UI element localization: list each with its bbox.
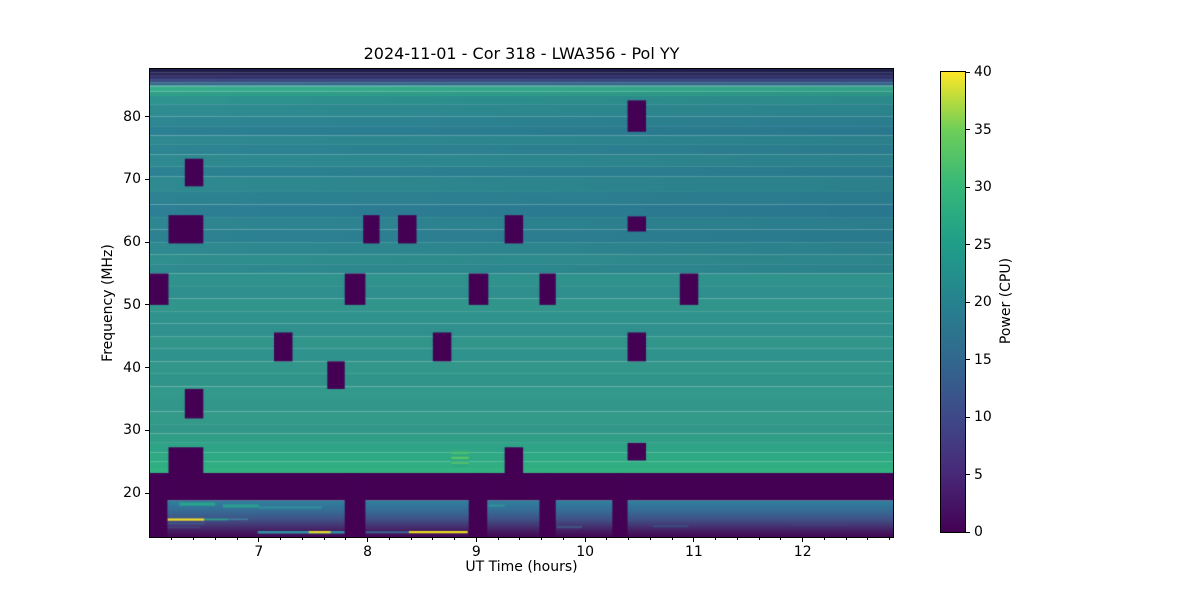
x-tick-label: 12	[793, 544, 812, 560]
colorbar-tick	[966, 301, 970, 303]
x-minor-tick	[193, 538, 194, 540]
x-minor-tick	[454, 538, 456, 540]
colorbar-tick-label: 15	[974, 351, 992, 368]
x-minor-tick	[845, 538, 847, 540]
x-minor-tick	[649, 538, 651, 540]
x-minor-tick	[736, 538, 738, 540]
x-tick-label: 8	[363, 544, 373, 560]
colorbar-tick	[966, 71, 970, 73]
y-tick	[145, 304, 149, 306]
x-minor-tick	[497, 538, 499, 540]
x-minor-tick	[823, 538, 825, 540]
y-tick-label: 30	[123, 422, 141, 439]
colorbar-tick-label: 30	[974, 179, 992, 195]
x-tick-label: 9	[471, 544, 481, 560]
x-minor-tick	[758, 538, 760, 540]
x-minor-tick	[715, 538, 717, 540]
y-tick	[145, 367, 149, 369]
x-minor-tick	[171, 538, 173, 540]
x-minor-tick	[280, 538, 282, 540]
colorbar-tick-label: 10	[974, 409, 992, 425]
colorbar-tick	[966, 244, 970, 245]
x-minor-tick	[432, 538, 434, 540]
y-tick-label: 70	[123, 171, 141, 188]
x-minor-tick	[780, 538, 782, 540]
x-minor-tick	[541, 538, 543, 540]
plot-frame	[149, 68, 894, 538]
x-minor-tick	[889, 538, 891, 540]
y-tick-label: 60	[123, 234, 141, 251]
x-minor-tick	[628, 538, 630, 540]
x-minor-tick	[388, 538, 390, 540]
colorbar-tick	[966, 531, 970, 533]
y-tick	[145, 116, 149, 118]
y-tick	[145, 178, 149, 180]
x-tick	[584, 538, 586, 542]
y-tick	[145, 429, 149, 431]
colorbar-tick-label: 5	[974, 466, 983, 483]
y-tick	[145, 492, 149, 494]
x-minor-tick	[323, 538, 325, 540]
colorbar-tick-label: 25	[974, 236, 992, 253]
y-tick-label: 40	[123, 359, 141, 376]
colorbar-tick-label: 35	[974, 121, 992, 138]
x-minor-tick	[671, 538, 673, 540]
x-tick-label: 11	[685, 544, 703, 560]
y-tick-label: 50	[123, 296, 141, 313]
x-minor-tick	[562, 538, 564, 540]
x-minor-tick	[519, 538, 521, 540]
colorbar-tick	[966, 416, 970, 418]
x-tick	[693, 538, 695, 542]
x-tick	[367, 538, 369, 542]
x-tick-label: 7	[254, 544, 264, 560]
x-minor-tick	[410, 538, 412, 540]
y-tick-label: 80	[123, 108, 141, 125]
colorbar-tick-label: 40	[974, 64, 992, 80]
x-minor-tick	[606, 538, 608, 540]
x-minor-tick	[236, 538, 238, 540]
x-tick-label: 10	[576, 544, 595, 560]
colorbar-tick	[966, 474, 970, 475]
x-tick	[475, 538, 477, 542]
x-minor-tick	[214, 538, 216, 540]
colorbar-frame	[940, 71, 966, 533]
colorbar-label: Power (CPU)	[998, 257, 1014, 345]
x-minor-tick	[867, 538, 869, 540]
colorbar-tick-label: 20	[974, 294, 992, 310]
x-axis-label: UT Time (hours)	[465, 559, 578, 575]
colorbar-tick	[966, 129, 970, 130]
x-minor-tick	[345, 538, 347, 540]
colorbar-tick	[966, 359, 970, 360]
x-tick	[258, 538, 260, 542]
x-tick	[802, 538, 804, 542]
spectrogram-canvas	[150, 69, 893, 537]
y-tick-label: 20	[123, 485, 141, 502]
colorbar-tick-label: 0	[974, 524, 983, 540]
x-minor-tick	[301, 538, 303, 540]
colorbar-tick	[966, 186, 970, 188]
y-tick	[145, 241, 149, 243]
chart-title: 2024-11-01 - Cor 318 - LWA356 - Pol YY	[363, 44, 680, 63]
colorbar-gradient	[941, 72, 965, 532]
